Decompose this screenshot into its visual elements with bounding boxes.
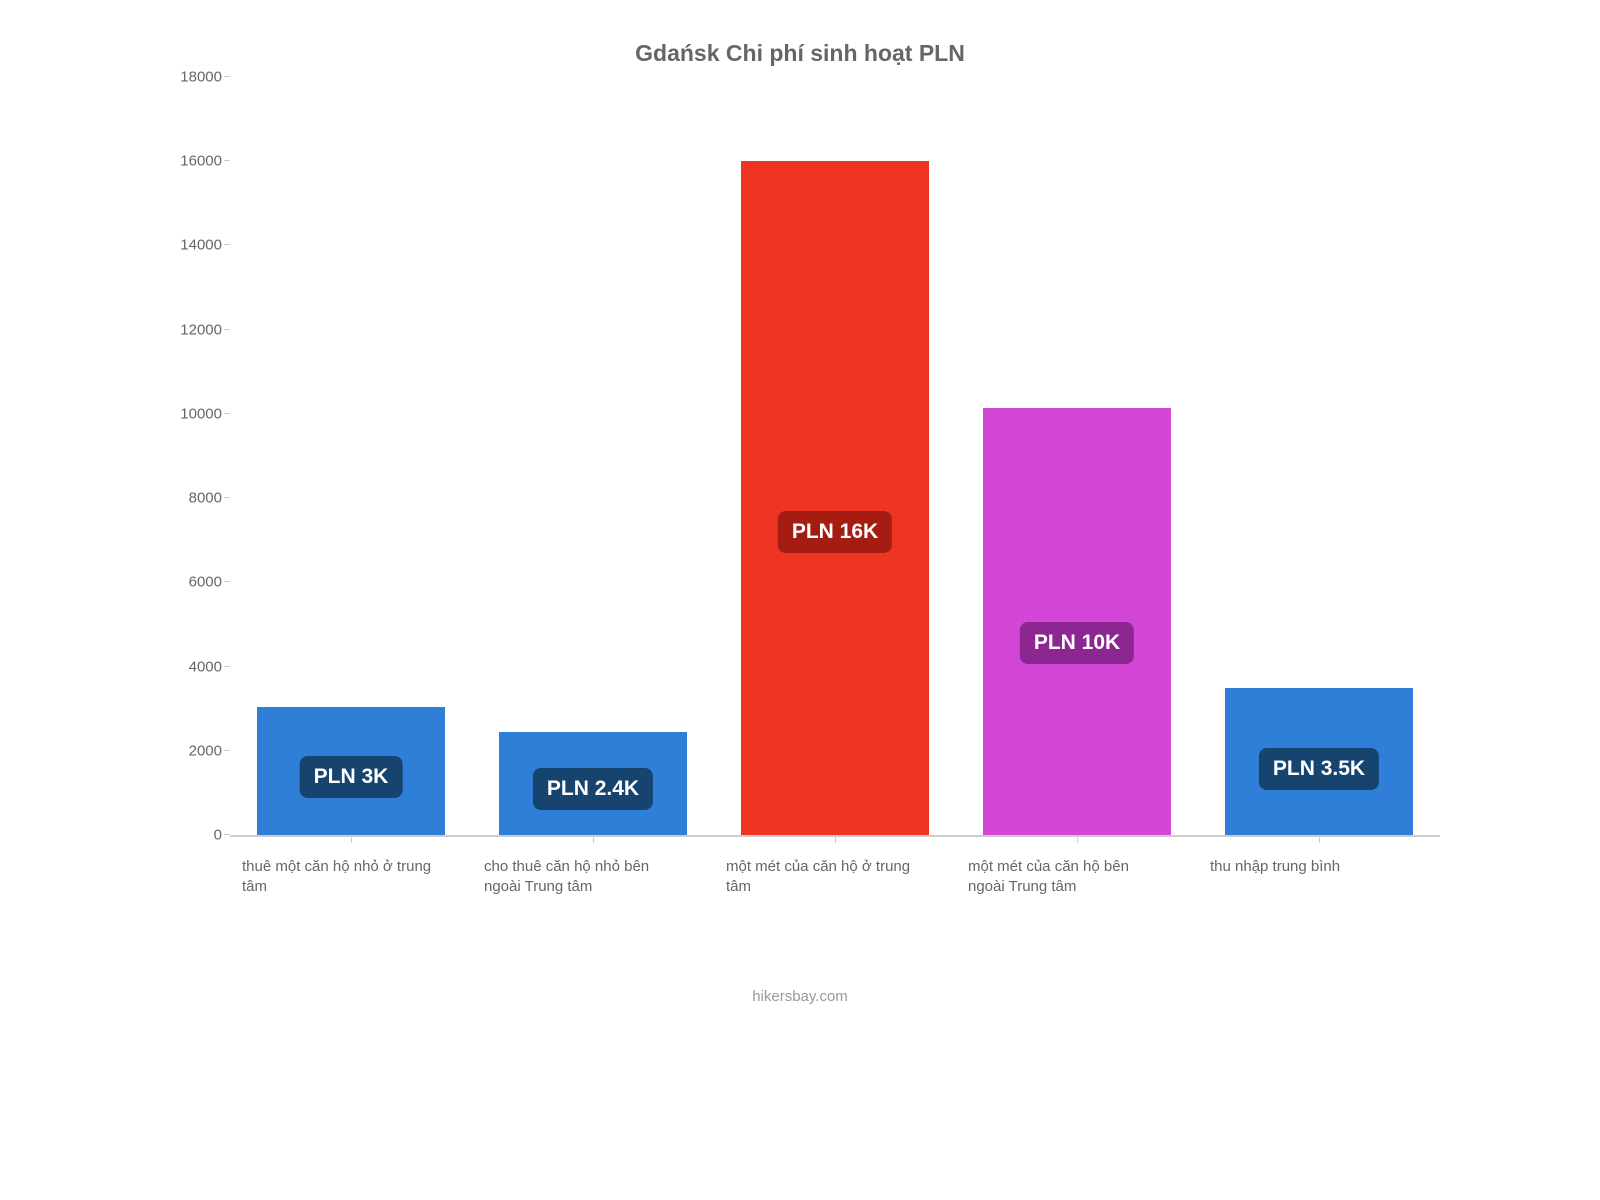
- bar-slot: PLN 16K: [714, 77, 956, 835]
- y-tick-label: 0: [214, 827, 222, 844]
- bar: PLN 3K: [257, 707, 446, 835]
- plot-area: 0200040006000800010000120001400016000180…: [230, 77, 1440, 837]
- x-tick-mark: [351, 835, 352, 843]
- x-label-slot: thu nhập trung bình: [1198, 837, 1440, 898]
- x-tick-mark: [1077, 835, 1078, 843]
- y-tick-label: 12000: [180, 321, 222, 338]
- x-category-label: một mét của căn hộ bên ngoài Trung tâm: [968, 857, 1168, 898]
- chart-title: Gdańsk Chi phí sinh hoạt PLN: [160, 40, 1440, 67]
- bar: PLN 16K: [741, 161, 930, 835]
- x-category-label: cho thuê căn hộ nhỏ bên ngoài Trung tâm: [484, 857, 684, 898]
- x-label-slot: cho thuê căn hộ nhỏ bên ngoài Trung tâm: [472, 837, 714, 898]
- y-tick-label: 14000: [180, 237, 222, 254]
- x-category-label: thu nhập trung bình: [1210, 857, 1410, 877]
- x-category-label: một mét của căn hộ ở trung tâm: [726, 857, 926, 898]
- bar-value-badge: PLN 10K: [1020, 622, 1134, 664]
- bar-value-badge: PLN 2.4K: [533, 768, 653, 810]
- x-label-slot: một mét của căn hộ bên ngoài Trung tâm: [956, 837, 1198, 898]
- x-axis-labels: thuê một căn hộ nhỏ ở trung tâm cho thuê …: [230, 837, 1440, 898]
- y-tick-label: 10000: [180, 405, 222, 422]
- bar: PLN 10K: [983, 408, 1172, 835]
- x-tick-mark: [1319, 835, 1320, 843]
- bar: PLN 3.5K: [1225, 688, 1414, 835]
- x-label-slot: một mét của căn hộ ở trung tâm: [714, 837, 956, 898]
- chart-footer: hikersbay.com: [160, 988, 1440, 1005]
- y-tick-label: 16000: [180, 153, 222, 170]
- bar-value-badge: PLN 3.5K: [1259, 748, 1379, 790]
- y-tick-label: 18000: [180, 69, 222, 86]
- bar-value-badge: PLN 16K: [778, 511, 892, 553]
- y-tick-label: 4000: [189, 658, 222, 675]
- y-tick-label: 8000: [189, 490, 222, 507]
- chart-container: Gdańsk Chi phí sinh hoạt PLN 02000400060…: [160, 40, 1440, 1010]
- bar-slot: PLN 2.4K: [472, 77, 714, 835]
- x-category-label: thuê một căn hộ nhỏ ở trung tâm: [242, 857, 442, 898]
- bar-slot: PLN 3K: [230, 77, 472, 835]
- y-tick-label: 6000: [189, 574, 222, 591]
- bar: PLN 2.4K: [499, 732, 688, 835]
- x-tick-mark: [835, 835, 836, 843]
- bars-row: PLN 3K PLN 2.4K PLN 16K PLN 10K PLN 3.5K: [230, 77, 1440, 835]
- bar-slot: PLN 3.5K: [1198, 77, 1440, 835]
- y-axis: 0200040006000800010000120001400016000180…: [160, 77, 230, 835]
- x-label-slot: thuê một căn hộ nhỏ ở trung tâm: [230, 837, 472, 898]
- y-tick-label: 2000: [189, 742, 222, 759]
- bar-slot: PLN 10K: [956, 77, 1198, 835]
- bar-value-badge: PLN 3K: [300, 756, 403, 798]
- x-tick-mark: [593, 835, 594, 843]
